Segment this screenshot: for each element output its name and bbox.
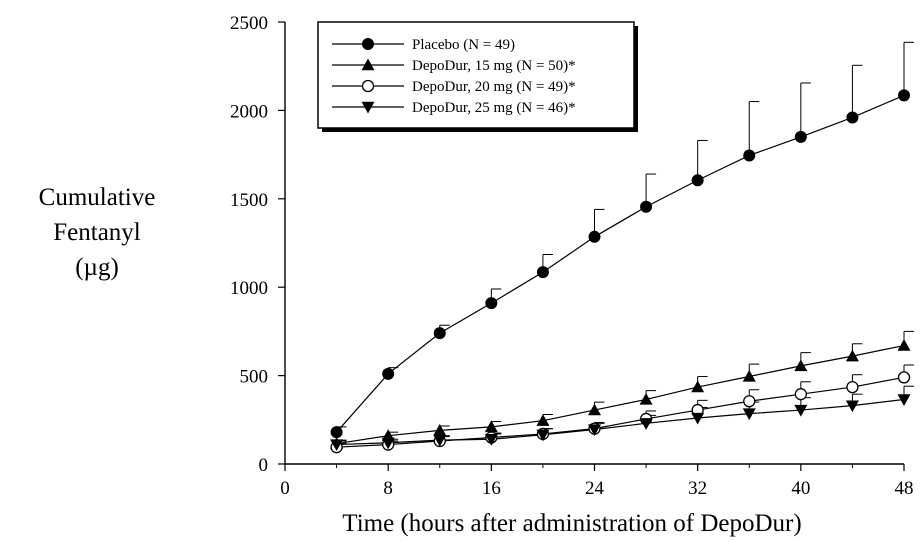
data-point-series-3 [588, 424, 601, 437]
data-point-series-2 [846, 380, 859, 394]
data-point-series-0 [640, 200, 653, 213]
data-point-series-1 [742, 369, 756, 382]
data-point-series-3 [691, 412, 705, 425]
data-point-series-2 [743, 395, 756, 408]
series-markers [330, 89, 911, 454]
data-point-series-0 [433, 327, 446, 340]
y-tick-label: 1000 [230, 278, 268, 299]
legend-label: DepoDur, 25 mg (N = 46)* [412, 100, 576, 116]
y-axis-title-line: Cumulative [39, 184, 156, 211]
data-point-series-0 [691, 174, 704, 187]
x-tick-label: 48 [895, 478, 914, 499]
data-point-series-1 [691, 380, 705, 393]
series-lines [336, 94, 905, 448]
y-tick-label: 0 [259, 455, 269, 476]
data-point-series-3 [845, 400, 859, 413]
data-point-series-0 [794, 130, 807, 143]
x-axis-title: Time (hours after administration of Depo… [342, 510, 801, 537]
legend-marker [362, 38, 374, 50]
data-point-series-3 [794, 404, 808, 417]
data-point-series-3 [742, 408, 756, 421]
data-point-series-3 [484, 434, 498, 446]
series-line-1 [336, 344, 905, 445]
data-point-series-1 [897, 339, 911, 351]
series-line-2 [336, 376, 905, 448]
legend-label: DepoDur, 15 mg (N = 50)* [412, 58, 576, 74]
y-tick-label: 500 [240, 367, 269, 388]
y-axis-title-line: (µg) [75, 254, 119, 281]
y-axis-title-line: Fentanyl [53, 219, 141, 246]
data-point-series-3 [381, 437, 395, 450]
legend-marker [361, 58, 375, 71]
data-point-series-1 [639, 392, 653, 405]
data-point-series-1 [845, 349, 859, 362]
y-axis-title: Cumulative Fentanyl (µg) [39, 184, 156, 281]
data-point-series-0 [330, 426, 343, 439]
legend-label: Placebo (N = 49) [412, 37, 515, 53]
data-point-series-0 [743, 149, 756, 162]
data-point-series-0 [382, 367, 395, 380]
data-point-series-2 [897, 371, 911, 384]
data-point-series-1 [536, 414, 550, 426]
data-point-series-3 [330, 439, 344, 452]
data-point-series-0 [846, 111, 859, 124]
data-point-series-1 [588, 403, 601, 416]
x-tick-label: 16 [482, 478, 501, 499]
y-tick-label: 2000 [230, 101, 268, 122]
x-tick-label: 8 [383, 478, 393, 499]
legend-marker [361, 79, 375, 93]
x-tick-label: 24 [585, 478, 605, 499]
data-point-series-3 [897, 394, 911, 406]
legend-marker [361, 101, 375, 114]
series-line-0 [336, 94, 905, 433]
y-tick-label: 1500 [230, 190, 268, 211]
axes: 0 500 1000 1500 2000 2500 0 8 16 24 32 40 48 [230, 13, 914, 499]
data-point-series-3 [639, 418, 653, 430]
data-point-series-0 [898, 89, 910, 102]
x-tick-label: 0 [280, 478, 290, 499]
data-point-series-3 [536, 429, 550, 442]
data-point-series-0 [485, 297, 498, 310]
legend: Placebo (N = 49) DepoDur, 15 mg (N = 50)*… [317, 21, 638, 132]
data-point-series-0 [536, 266, 549, 279]
y-tick-label: 2500 [230, 13, 268, 34]
data-point-series-2 [794, 388, 807, 401]
series-line-3 [336, 398, 905, 446]
data-point-series-0 [588, 230, 601, 243]
x-tick-label: 32 [688, 478, 707, 499]
data-point-series-1 [433, 423, 447, 436]
legend-label: DepoDur, 20 mg (N = 49)* [412, 79, 576, 95]
data-point-series-3 [433, 434, 447, 447]
data-point-series-1 [484, 420, 498, 433]
x-tick-label: 40 [791, 478, 810, 499]
data-point-series-1 [794, 359, 808, 372]
